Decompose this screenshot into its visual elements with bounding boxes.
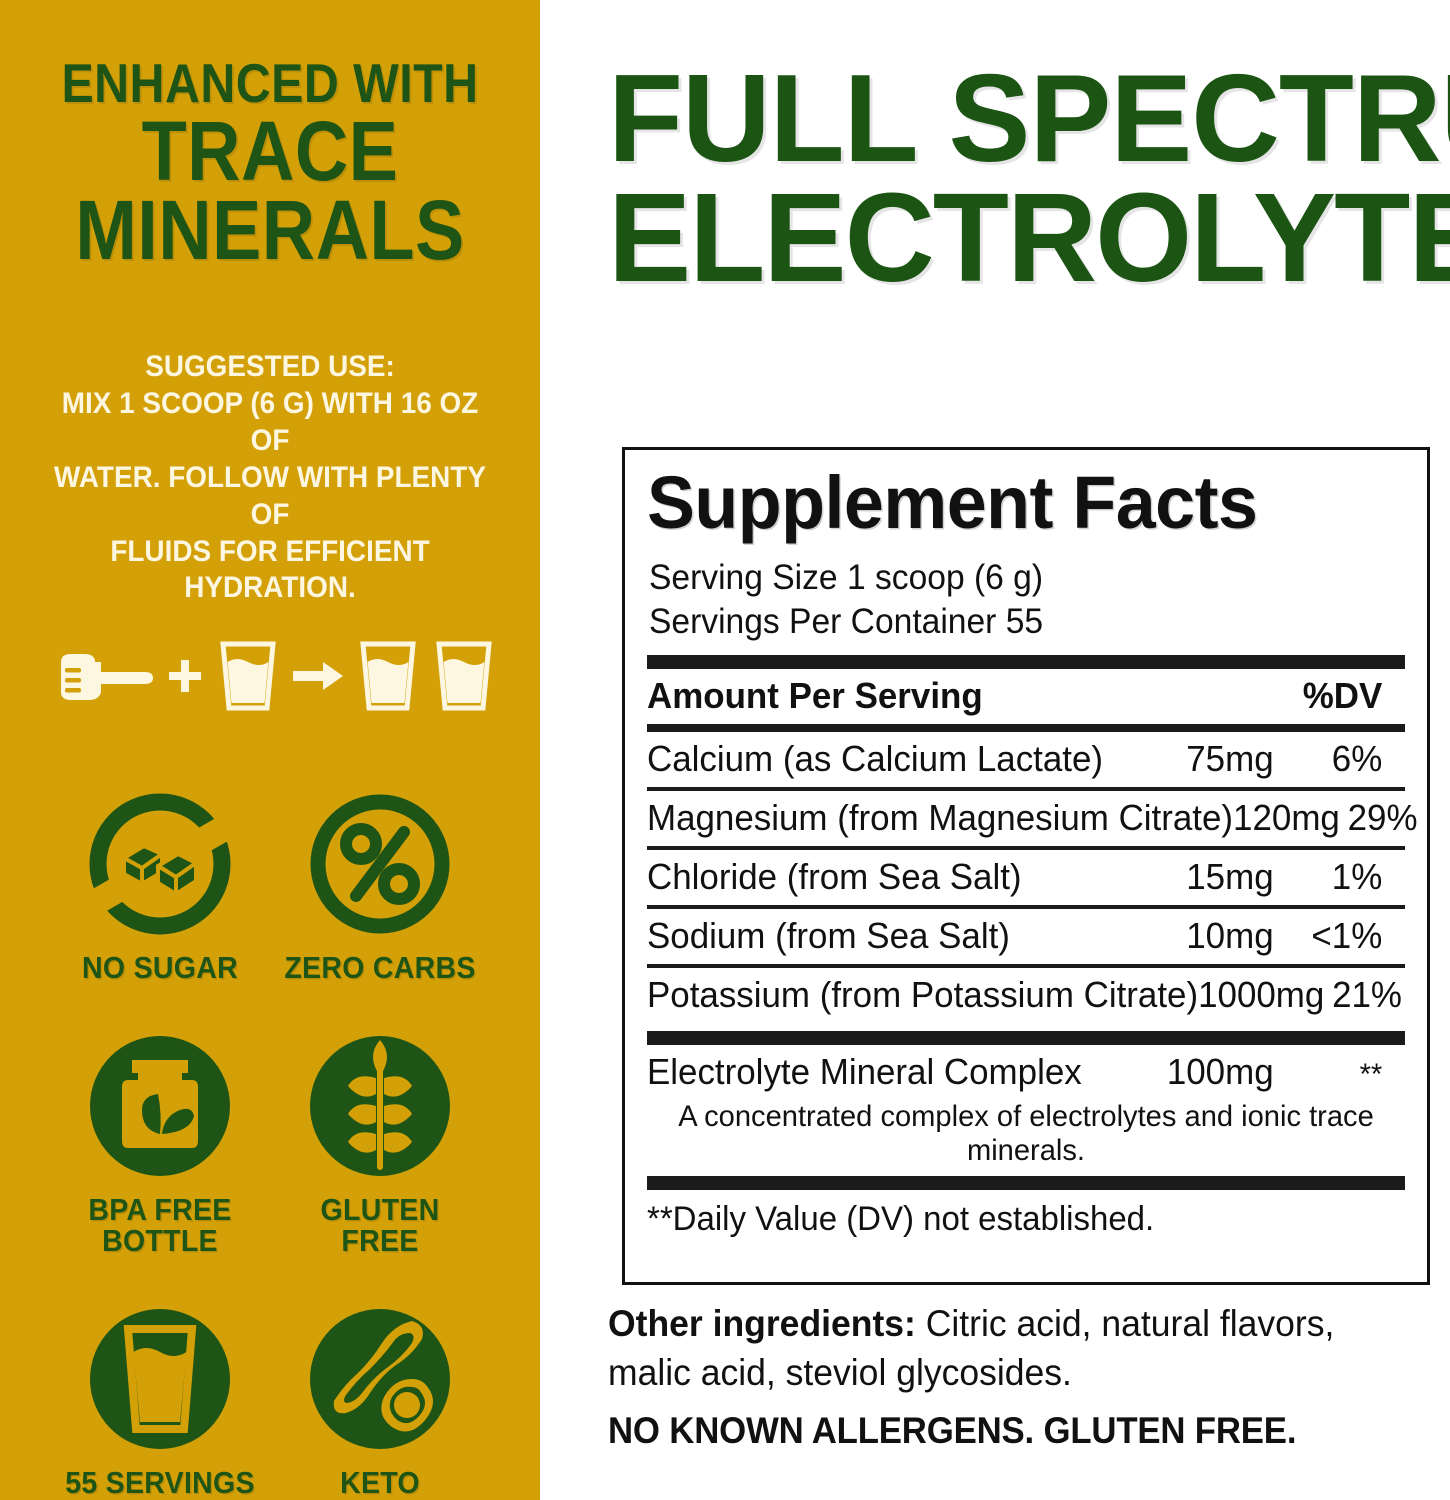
gluten-free-wheat-icon bbox=[275, 1023, 485, 1188]
feature-badges-grid: NO SUGAR ZERO CARBS bbox=[0, 781, 540, 1500]
other-ingredients-text: Other ingredients: Citric acid, natural … bbox=[608, 1300, 1424, 1398]
badge-no-sugar: NO SUGAR bbox=[55, 781, 265, 983]
nutrient-dv: 21% bbox=[1332, 973, 1402, 1015]
zero-carbs-icon bbox=[275, 781, 485, 946]
badge-label: ZERO CARBS bbox=[284, 950, 476, 986]
servings-per-container: Servings Per Container 55 bbox=[649, 602, 1044, 642]
divider-rule bbox=[647, 963, 1405, 968]
product-headline: FULL SPECTRUM ELECTROLYTES bbox=[608, 50, 1450, 309]
table-row: Potassium (from Potassium Citrate) 1000m… bbox=[647, 968, 1402, 1023]
other-ingredients-block: Other ingredients: Citric acid, natural … bbox=[608, 1300, 1450, 1452]
badge-label: NO SUGAR bbox=[82, 950, 238, 986]
no-sugar-icon bbox=[55, 781, 265, 946]
nutrient-dv: 6% bbox=[1331, 737, 1383, 779]
allergen-statement: NO KNOWN ALLERGENS. GLUTEN FREE. bbox=[608, 1409, 1297, 1451]
blend-description: A concentrated complex of electrolytes a… bbox=[678, 1099, 1374, 1167]
badge-zero-carbs: ZERO CARBS bbox=[275, 781, 485, 983]
nutrient-name: Chloride (from Sea Salt) bbox=[647, 855, 1022, 897]
amount-per-serving-label: Amount Per Serving bbox=[647, 674, 983, 716]
badge-gluten-free: GLUTEN FREE bbox=[275, 1023, 485, 1256]
badge-servings-per-container: 55 SERVINGS PER CONTAINER bbox=[55, 1296, 265, 1500]
nutrient-amount: 75mg bbox=[1186, 737, 1274, 779]
headline-electrolytes: ELECTROLYTES bbox=[608, 167, 1450, 309]
divider-medium bbox=[647, 723, 1405, 732]
divider-thick bbox=[647, 1030, 1405, 1045]
badge-label: 55 SERVINGS PER CONTAINER bbox=[65, 1465, 255, 1500]
supplement-facts-title: Supplement Facts bbox=[647, 461, 1258, 544]
headline-line-3: MINERALS bbox=[75, 182, 465, 277]
nutrient-name: Magnesium (from Magnesium Citrate) bbox=[647, 796, 1234, 838]
divider-thick bbox=[647, 654, 1405, 669]
glass-water-icon bbox=[433, 640, 495, 712]
glass-water-icon bbox=[217, 640, 279, 712]
badge-bpa-free-bottle: BPA FREE BOTTLE bbox=[55, 1023, 265, 1256]
daily-value-footnote: **Daily Value (DV) not established. bbox=[647, 1199, 1155, 1238]
servings-glass-icon bbox=[55, 1296, 265, 1461]
serving-size: Serving Size 1 scoop (6 g) bbox=[649, 558, 1044, 597]
headline-full-spectrum: FULL SPECTRUM bbox=[608, 50, 1450, 188]
nutrient-dv: <1% bbox=[1311, 914, 1383, 956]
glass-water-icon bbox=[357, 640, 419, 712]
headline-line-1: ENHANCED WITH bbox=[61, 52, 479, 114]
trace-minerals-headline: ENHANCED WITH TRACE MINERALS bbox=[0, 0, 540, 277]
table-row: Chloride (from Sea Salt) 15mg 1% bbox=[647, 850, 1382, 905]
keto-bacon-avocado-icon bbox=[275, 1296, 485, 1461]
nutrient-name: Potassium (from Potassium Citrate) bbox=[647, 973, 1199, 1015]
nutrient-dv: 1% bbox=[1331, 855, 1383, 897]
nutrient-name: Sodium (from Sea Salt) bbox=[647, 914, 1010, 956]
scoop-icon bbox=[45, 648, 153, 704]
nutrient-amount: 120mg bbox=[1233, 796, 1340, 838]
blend-amount: 100mg bbox=[1166, 1050, 1274, 1092]
divider-thick bbox=[647, 1175, 1405, 1190]
nutrient-name: Calcium (as Calcium Lactate) bbox=[647, 737, 1104, 779]
amount-per-serving-header-row: Amount Per Serving %DV bbox=[647, 669, 1382, 724]
nutrient-amount: 15mg bbox=[1186, 855, 1274, 897]
plus-icon bbox=[167, 658, 203, 694]
supplement-facts-panel: Supplement Facts Serving Size 1 scoop (6… bbox=[622, 447, 1430, 1285]
badge-label: KETO FRIENDLY bbox=[309, 1465, 451, 1500]
divider-rule bbox=[647, 845, 1405, 850]
arrow-right-icon bbox=[293, 661, 343, 691]
nutrient-amount: 1000mg bbox=[1198, 973, 1325, 1015]
table-row: Sodium (from Sea Salt) 10mg <1% bbox=[647, 909, 1382, 964]
right-white-panel: FULL SPECTRUM ELECTROLYTES Supplement Fa… bbox=[540, 0, 1450, 1500]
left-gold-panel: ENHANCED WITH TRACE MINERALS SUGGESTED U… bbox=[0, 0, 540, 1500]
badge-keto-friendly: KETO FRIENDLY bbox=[275, 1296, 485, 1500]
nutrient-amount: 10mg bbox=[1186, 914, 1274, 956]
other-ingredients-label: Other ingredients: bbox=[608, 1303, 916, 1344]
divider-rule bbox=[647, 786, 1405, 791]
bpa-free-bottle-icon bbox=[55, 1023, 265, 1188]
mixing-instructions-icons bbox=[0, 641, 540, 711]
blend-name: Electrolyte Mineral Complex bbox=[647, 1050, 1082, 1092]
badge-label: BPA FREE BOTTLE bbox=[88, 1192, 232, 1259]
nutrient-dv: 29% bbox=[1347, 796, 1418, 838]
percent-dv-label: %DV bbox=[1302, 674, 1383, 716]
divider-rule bbox=[647, 904, 1405, 909]
blend-dv: ** bbox=[1359, 1057, 1383, 1091]
suggested-use-text: SUGGESTED USE: MIX 1 SCOOP (6 G) WITH 16… bbox=[54, 350, 486, 605]
table-row: Calcium (as Calcium Lactate) 75mg 6% bbox=[647, 732, 1382, 787]
other-ingredients-list: Citric acid, natural flavors, malic acid… bbox=[608, 1303, 1335, 1393]
blend-row: Electrolyte Mineral Complex 100mg ** bbox=[647, 1045, 1382, 1100]
table-row: Magnesium (from Magnesium Citrate) 120mg… bbox=[647, 791, 1417, 846]
headline-line-2: TRACE bbox=[141, 103, 399, 198]
badge-label: GLUTEN FREE bbox=[320, 1192, 440, 1259]
